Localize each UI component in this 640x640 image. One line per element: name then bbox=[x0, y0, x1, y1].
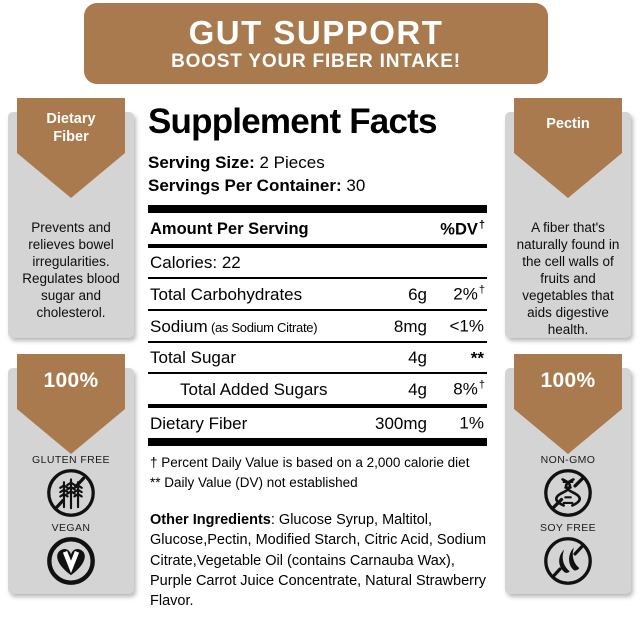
banner-title: GUT SUPPORT bbox=[188, 14, 444, 51]
vegan-label: VEGAN bbox=[51, 522, 91, 534]
servings-per-container-label: Servings Per Container: bbox=[148, 175, 342, 195]
dietary-fiber-arrow-banner: Dietary Fiber bbox=[17, 98, 125, 198]
calories-row: Calories: 22 bbox=[148, 248, 487, 277]
supplement-facts-title: Supplement Facts bbox=[148, 102, 437, 141]
left-badges-list: GLUTEN FREE VEGAN bbox=[8, 454, 134, 590]
footnote-not-established: ** Daily Value (DV) not established bbox=[150, 474, 358, 490]
calories-value: 22 bbox=[217, 253, 241, 273]
servings-per-container-line: Servings Per Container: 30 bbox=[148, 175, 487, 198]
dv-cell: ** bbox=[470, 348, 484, 368]
serving-size-value: 2 Pieces bbox=[254, 153, 325, 172]
other-ingredients: Other Ingredients: Glucose Syrup, Maltit… bbox=[150, 510, 487, 611]
left-100-arrow-banner: 100% bbox=[17, 354, 125, 454]
right-100-arrow-banner: 100% bbox=[514, 354, 622, 454]
other-ingredients-text: : Glucose Syrup, Maltitol, Glucose,Pecti… bbox=[150, 512, 487, 610]
serving-size-label: Serving Size: bbox=[148, 153, 255, 172]
left-100-title: 100% bbox=[43, 369, 99, 392]
dv-cell: 1% bbox=[459, 413, 484, 433]
panel-left-badges: 100% GLUTEN FREE VEGAN bbox=[8, 354, 134, 594]
divider-thick-top bbox=[148, 204, 487, 213]
servings-per-container-value: 30 bbox=[341, 175, 366, 195]
table-row-total-added-sugars: Total Added Sugars 4g 8%† bbox=[180, 379, 485, 399]
dv-header-dagger: † bbox=[478, 218, 485, 231]
right-badges-list: NON-GMO SOY FREE bbox=[505, 454, 631, 590]
row-divider bbox=[148, 340, 487, 343]
row-divider bbox=[148, 309, 487, 312]
amount-per-serving-header: Amount Per Serving bbox=[150, 220, 309, 239]
table-row-total-sugar: Total Sugar 4g ** bbox=[150, 348, 484, 368]
right-100-title: 100% bbox=[540, 369, 596, 392]
pectin-title: Pectin bbox=[546, 116, 590, 132]
footnotes: † Percent Daily Value is based on a 2,00… bbox=[150, 453, 487, 494]
soy-free-label: SOY FREE bbox=[539, 522, 597, 534]
calories-label: Calories: bbox=[150, 253, 218, 273]
serving-size-line: Serving Size: 2 Pieces bbox=[148, 152, 487, 175]
panel-dietary-fiber: Dietary Fiber Prevents and relieves bowe… bbox=[8, 98, 134, 338]
divider-medium-2 bbox=[148, 404, 487, 408]
table-header-row: Amount Per Serving %DV† bbox=[148, 213, 487, 245]
soybean-crossed-icon bbox=[544, 537, 592, 585]
amount-cell: 6g bbox=[408, 285, 427, 305]
pectin-arrow-banner: Pectin bbox=[514, 98, 622, 198]
pectin-description: A fiber that's naturally found in the ce… bbox=[516, 219, 620, 338]
non-gmo-label: NON-GMO bbox=[540, 454, 596, 466]
dv-cell: 2%† bbox=[453, 284, 485, 305]
dna-crossed-icon bbox=[544, 469, 592, 517]
heart-v-icon bbox=[47, 537, 95, 585]
table-row-sodium: Sodium (as Sodium Citrate) 8mg <1% bbox=[150, 316, 485, 336]
table-row-dietary-fiber: Dietary Fiber 300mg 1% bbox=[150, 413, 484, 433]
header-banner: GUT SUPPORT BOOST YOUR FIBER INTAKE! bbox=[84, 3, 548, 84]
row-divider bbox=[148, 277, 487, 280]
dv-cell: 8%† bbox=[453, 379, 485, 399]
amount-cell: 8mg bbox=[393, 316, 427, 336]
wheat-crossed-icon bbox=[47, 469, 95, 517]
dietary-fiber-title: Dietary Fiber bbox=[46, 111, 96, 146]
amount-cell: 4g bbox=[408, 380, 427, 399]
dv-cell: <1% bbox=[449, 316, 485, 336]
gluten-free-label: GLUTEN FREE bbox=[32, 454, 110, 466]
other-ingredients-label: Other Ingredients bbox=[150, 512, 271, 529]
dietary-fiber-description: Prevents and relieves bowel irregulariti… bbox=[22, 219, 120, 321]
footnote-daily-value: † Percent Daily Value is based on a 2,00… bbox=[150, 454, 470, 470]
divider-medium bbox=[148, 244, 487, 249]
panel-pectin: Pectin A fiber that's naturally found in… bbox=[505, 98, 631, 338]
supplement-facts-panel: Supplement Facts Serving Size: 2 Pieces … bbox=[148, 101, 487, 612]
row-divider bbox=[148, 372, 487, 375]
amount-cell: 4g bbox=[408, 348, 427, 368]
banner-subtitle: BOOST YOUR FIBER INTAKE! bbox=[171, 51, 461, 72]
divider-thick-bottom bbox=[148, 437, 487, 446]
table-row-total-carbohydrates: Total Carbohydrates 6g 2%† bbox=[150, 284, 485, 305]
panel-right-badges: 100% NON-GMO SOY FREE bbox=[505, 354, 631, 594]
dv-header: %DV† bbox=[440, 218, 485, 239]
amount-cell: 300mg bbox=[375, 413, 427, 433]
